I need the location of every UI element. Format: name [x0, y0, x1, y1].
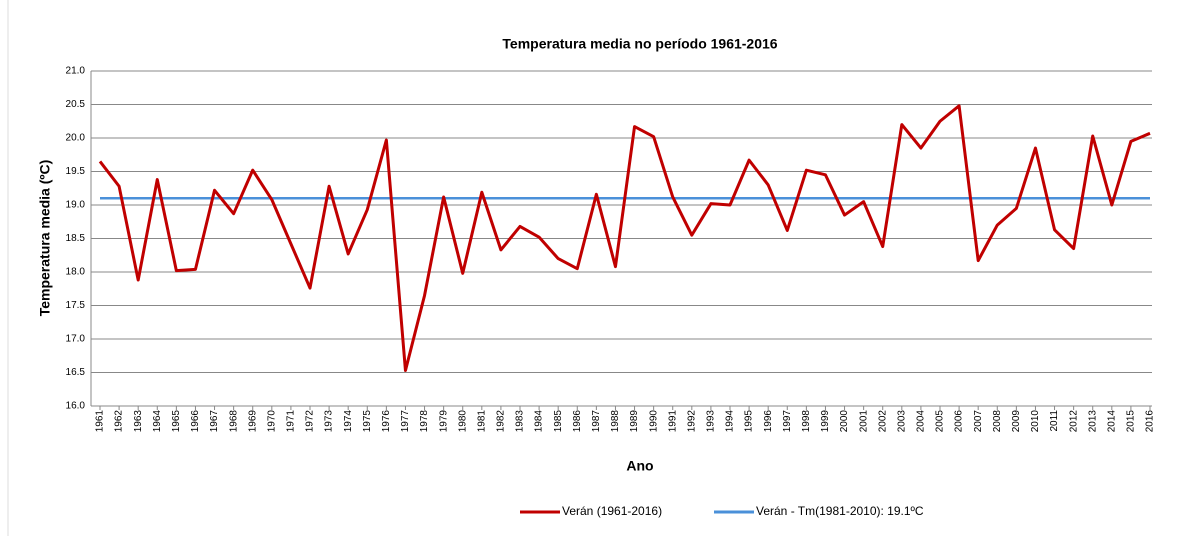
- x-tick-label: 1969: [247, 410, 258, 433]
- x-tick-label: 1995: [744, 410, 755, 433]
- x-tick-label: 1966: [190, 410, 201, 433]
- x-tick-label: 1980: [457, 410, 468, 433]
- y-tick-label: 16.0: [66, 401, 86, 412]
- x-tick-label: 2013: [1087, 410, 1098, 433]
- x-tick-label: 2003: [896, 410, 907, 433]
- legend-label: Verán (1961-2016): [562, 504, 662, 518]
- y-tick-label: 17.0: [66, 334, 86, 345]
- x-tick-label: 1973: [324, 410, 335, 433]
- y-tick-label: 21.0: [66, 66, 86, 77]
- x-tick-label: 1985: [553, 410, 564, 433]
- x-tick-label: 2008: [992, 410, 1003, 433]
- x-tick-label: 1978: [419, 410, 430, 433]
- x-tick-label: 2015: [1126, 410, 1137, 433]
- y-tick-label: 20.0: [66, 133, 86, 144]
- x-tick-label: 1989: [629, 410, 640, 433]
- x-tick-label: 1961: [95, 410, 106, 433]
- x-tick-label: 1979: [438, 410, 449, 433]
- x-tick-label: 2009: [1011, 410, 1022, 433]
- x-tick-label: 1997: [782, 410, 793, 433]
- x-tick-label: 1967: [209, 410, 220, 433]
- x-tick-label: 2011: [1049, 410, 1060, 432]
- x-tick-label: 2010: [1030, 410, 1041, 433]
- x-tick-label: 1996: [763, 410, 774, 433]
- x-tick-label: 2016: [1145, 410, 1156, 433]
- y-tick-label: 20.5: [66, 99, 86, 110]
- y-tick-label: 17.5: [66, 300, 86, 311]
- x-tick-label: 2000: [839, 410, 850, 433]
- x-tick-label: 2006: [954, 410, 965, 433]
- x-tick-label: 1986: [572, 410, 583, 433]
- y-tick-label: 16.5: [66, 367, 86, 378]
- legend-label: Verán - Tm(1981-2010): 19.1ºC: [756, 504, 924, 518]
- x-tick-label: 1983: [515, 410, 526, 433]
- y-tick-label: 18.0: [66, 267, 86, 278]
- x-tick-label: 2007: [973, 410, 984, 433]
- x-tick-label: 2001: [858, 410, 869, 433]
- x-tick-label: 1984: [534, 410, 545, 433]
- x-tick-label: 2012: [1068, 410, 1079, 433]
- x-tick-label: 1982: [496, 410, 507, 433]
- x-tick-label: 1972: [305, 410, 316, 433]
- chart-title: Temperatura media no período 1961-2016: [502, 36, 777, 52]
- x-tick-label: 1974: [343, 410, 354, 433]
- x-tick-label: 1981: [476, 410, 487, 433]
- x-tick-label: 1965: [171, 410, 182, 433]
- y-tick-label: 19.0: [66, 200, 86, 211]
- x-tick-label: 1962: [114, 410, 125, 433]
- x-tick-label: 1991: [667, 410, 678, 433]
- x-tick-label: 1987: [591, 410, 602, 433]
- x-tick-label: 1976: [381, 410, 392, 433]
- x-axis-label: Ano: [626, 458, 653, 474]
- x-tick-label: 2002: [877, 410, 888, 433]
- x-tick-label: 1964: [152, 410, 163, 433]
- x-tick-label: 1970: [266, 410, 277, 433]
- data-line: [98, 104, 1151, 372]
- x-tick-label: 1988: [610, 410, 621, 433]
- x-tick-label: 2014: [1106, 410, 1117, 433]
- x-tick-label: 1968: [228, 410, 239, 433]
- y-tick-label: 19.5: [66, 166, 86, 177]
- x-tick-label: 1971: [286, 410, 297, 433]
- x-tick-label: 2004: [916, 410, 927, 433]
- x-tick-label: 1992: [686, 410, 697, 433]
- x-tick-label: 1963: [133, 410, 144, 433]
- y-axis-label: Temperatura media (ºC): [37, 160, 53, 317]
- x-tick-label: 1990: [648, 410, 659, 433]
- x-tick-label: 1993: [706, 410, 717, 433]
- y-tick-label: 18.5: [66, 233, 86, 244]
- x-tick-label: 1998: [801, 410, 812, 433]
- x-tick-label: 1975: [362, 410, 373, 433]
- x-tick-label: 1999: [820, 410, 831, 433]
- x-tick-label: 2005: [935, 410, 946, 433]
- x-tick-label: 1977: [400, 410, 411, 433]
- x-tick-label: 1994: [725, 410, 736, 433]
